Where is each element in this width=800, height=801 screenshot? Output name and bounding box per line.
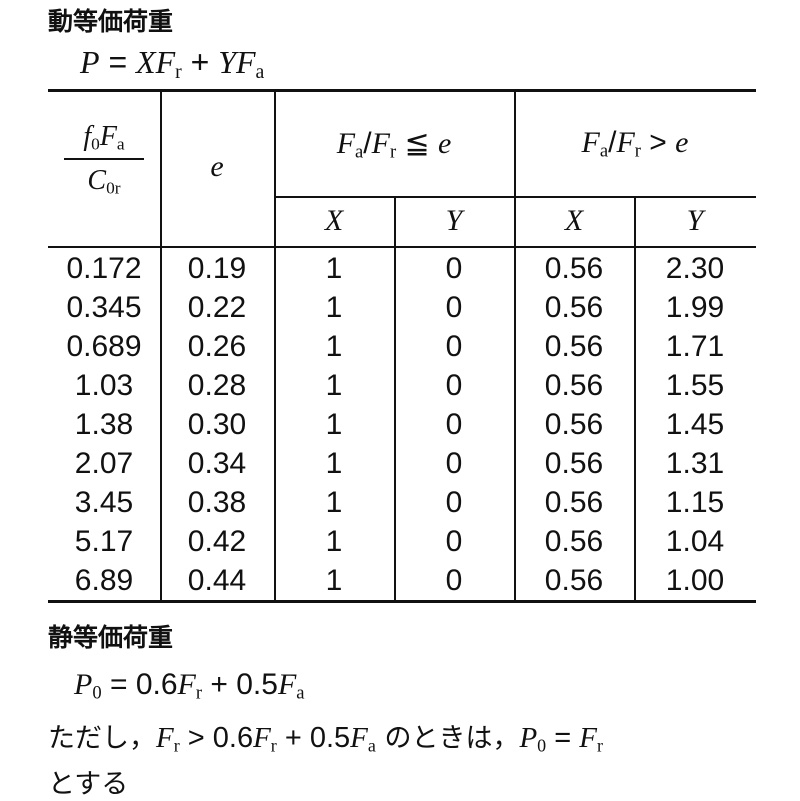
table-cell: 0 — [445, 291, 463, 324]
header-col1-num: f0Fa — [83, 121, 125, 154]
table-cell: 0.689 — [66, 330, 142, 363]
table-cell: 0.56 — [544, 330, 604, 363]
table-cell: 0.19 — [187, 252, 247, 285]
table-cell: 1 — [325, 369, 343, 402]
table-cell: 1.31 — [665, 447, 725, 480]
table-cell: 0 — [445, 486, 463, 519]
table-cell: 1 — [325, 447, 343, 480]
table-cell: 1 — [325, 252, 343, 285]
static-load-note-suffix: とする — [48, 769, 129, 800]
table-cell: 0.56 — [544, 408, 604, 441]
table-cell: 1.55 — [665, 369, 725, 402]
header-y2: Y — [686, 204, 704, 237]
table-cell: 0.172 — [66, 252, 142, 285]
table-cell: 1.71 — [665, 330, 725, 363]
table-cell: 1.04 — [665, 525, 725, 558]
table-cell: 1.03 — [74, 369, 134, 402]
table-cell: 2.07 — [74, 447, 134, 480]
header-group-le-e: Fa/Fr ≦ e — [336, 127, 452, 163]
table-cell: 3.45 — [74, 486, 134, 519]
header-e: e — [210, 150, 224, 183]
table-cell: 0.56 — [544, 486, 604, 519]
table-cell: 1.38 — [74, 408, 134, 441]
table-cell: 0.26 — [187, 330, 247, 363]
table-cell: 0.345 — [66, 291, 142, 324]
table-cell: 0.22 — [187, 291, 247, 324]
note-result: P0 = Fr — [519, 722, 603, 756]
table-cell: 2.30 — [665, 252, 725, 285]
table-cell: 0.28 — [187, 369, 247, 402]
header-y1: Y — [445, 204, 463, 237]
table-cell: 0.56 — [544, 369, 604, 402]
static-load-title: 静等価荷重 — [48, 623, 174, 652]
table-cell: 1 — [325, 408, 343, 441]
table-cell: 0 — [445, 447, 463, 480]
table-cell: 1.99 — [665, 291, 725, 324]
table-cell: 0 — [445, 408, 463, 441]
header-col1-fraction-bar — [64, 158, 144, 160]
table-cell: 1 — [325, 291, 343, 324]
table-cell: 0 — [445, 369, 463, 402]
header-x1: X — [324, 204, 344, 237]
note-prefix: ただし， — [48, 723, 156, 754]
table-cell: 0 — [445, 252, 463, 285]
table-cell: 0.44 — [187, 564, 247, 597]
table-cell: 0 — [445, 330, 463, 363]
table-cell: 1 — [325, 330, 343, 363]
table-cell: 1 — [325, 564, 343, 597]
header-group-gt-e: Fa/Fr > e — [581, 126, 689, 162]
table-cell: 1.45 — [665, 408, 725, 441]
table-cell: 0.42 — [187, 525, 247, 558]
table-cell: 0.56 — [544, 525, 604, 558]
table-cell: 0 — [445, 525, 463, 558]
table-cell: 0.56 — [544, 252, 604, 285]
dynamic-load-formula: P = XFr + YFa — [80, 44, 265, 83]
table-cell: 6.89 — [74, 564, 134, 597]
table-cell: 0.56 — [544, 447, 604, 480]
table-cell: 1.15 — [665, 486, 725, 519]
static-load-formula: P0 = 0.6Fr + 0.5Fa — [74, 668, 305, 704]
table-cell: 0.38 — [187, 486, 247, 519]
table-cell: 1 — [325, 486, 343, 519]
table-cell: 0.56 — [544, 564, 604, 597]
dynamic-load-title: 動等価荷重 — [48, 7, 174, 36]
table-cell: 0.56 — [544, 291, 604, 324]
static-load-note: ただし，Fr > 0.6Fr + 0.5Fa のときは，P0 = Fr — [48, 716, 603, 756]
table-cell: 0 — [445, 564, 463, 597]
header-col1-den: C0r — [87, 165, 121, 198]
table-cell: 5.17 — [74, 525, 134, 558]
header-x2: X — [564, 204, 584, 237]
table-cell: 0.30 — [187, 408, 247, 441]
table-cell: 1.00 — [665, 564, 725, 597]
table-cell: 1 — [325, 525, 343, 558]
note-condition: Fr > 0.6Fr + 0.5Fa — [156, 722, 376, 756]
note-middle: のときは， — [375, 723, 520, 754]
table-cell: 0.34 — [187, 447, 247, 480]
